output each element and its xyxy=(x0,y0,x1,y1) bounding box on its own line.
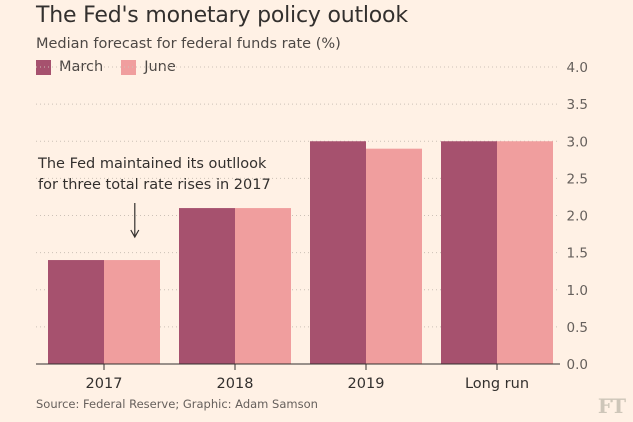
annotation-line-1: The Fed maintained its outllook xyxy=(38,156,267,172)
y-tick-label: 1.0 xyxy=(567,283,588,299)
y-tick-label: 3.0 xyxy=(567,134,588,150)
bar-march xyxy=(48,260,104,364)
y-tick-label: 2.0 xyxy=(567,209,588,225)
chart-subtitle: Median forecast for federal funds rate (… xyxy=(36,36,341,52)
ft-logo: FT xyxy=(597,394,626,418)
x-tick-label: 2019 xyxy=(348,376,385,392)
legend-item-march: March xyxy=(36,59,103,75)
legend-item-june: June xyxy=(121,59,176,75)
annotation-arrow-head xyxy=(130,229,140,239)
y-tick-label: 0.5 xyxy=(567,320,588,336)
bar-june xyxy=(104,260,160,364)
y-tick-label: 0.0 xyxy=(567,357,588,373)
legend-swatch-march xyxy=(36,59,51,75)
x-tick-label: Long run xyxy=(465,376,529,392)
chart-title: The Fed's monetary policy outlook xyxy=(36,3,408,28)
bar-march xyxy=(441,141,497,364)
bar-june xyxy=(235,208,291,364)
y-tick-label: 2.5 xyxy=(567,171,588,187)
source-note: Source: Federal Reserve; Graphic: Adam S… xyxy=(36,397,318,411)
bar-june xyxy=(497,141,553,364)
annotation-line-2: for three total rate rises in 2017 xyxy=(38,177,271,193)
chart-annotation: The Fed maintained its outllook for thre… xyxy=(38,154,271,196)
bar-march xyxy=(179,208,235,364)
legend-label-june: June xyxy=(144,59,176,75)
y-tick-label: 3.5 xyxy=(567,97,588,113)
bar-june xyxy=(366,148,422,364)
legend-label-march: March xyxy=(59,59,104,75)
x-tick-label: 2018 xyxy=(217,376,254,392)
y-tick-label: 1.5 xyxy=(567,246,588,262)
x-tick-label: 2017 xyxy=(86,376,123,392)
y-tick-label: 4.0 xyxy=(567,60,588,76)
legend: March June xyxy=(36,59,194,75)
bar-march xyxy=(310,141,366,364)
